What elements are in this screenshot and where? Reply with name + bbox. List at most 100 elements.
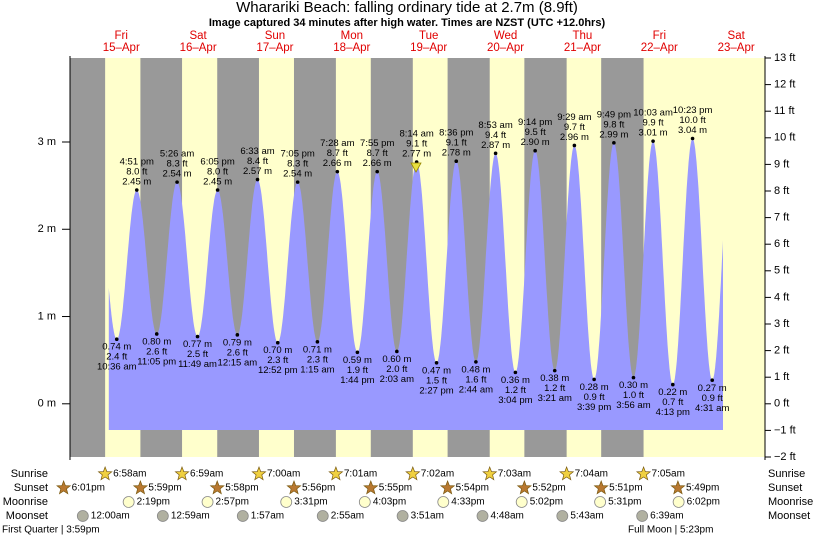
row-label: Moonrise	[3, 496, 48, 508]
almanac-time: 7:01am	[344, 469, 377, 480]
almanac-time: 7:00am	[267, 469, 300, 480]
ft-label: 1.6 ft	[465, 374, 486, 385]
moon-phase: Full Moon | 5:23pm	[628, 525, 713, 536]
value-label: 2.45 m	[203, 177, 232, 188]
value-label: 0.30 m	[619, 380, 648, 391]
row-label: Moonrise	[768, 496, 813, 508]
time-label: 12:15 am	[218, 357, 258, 368]
time-label: 3:04 pm	[498, 395, 532, 406]
tide-extreme	[275, 340, 280, 345]
almanac-time: 3:31pm	[294, 497, 327, 508]
almanac-time: 5:56pm	[302, 483, 335, 494]
time-label: 10:03 am	[633, 108, 673, 119]
moon-icon	[437, 496, 450, 508]
value-label: 0.71 m	[303, 344, 332, 355]
tide-extreme	[255, 177, 260, 182]
x-tick-label: 23–Apr	[718, 42, 755, 54]
ft-label: 9.7 ft	[564, 122, 585, 133]
value-label: 0.79 m	[223, 337, 252, 348]
time-label: 12:52 pm	[258, 365, 298, 376]
time-label: 2:27 pm	[419, 385, 453, 396]
almanac-time: 5:55pm	[379, 483, 412, 494]
tide-extreme	[454, 159, 459, 163]
value-label: 2.57 m	[243, 166, 272, 177]
almanac-time: 5:02pm	[530, 497, 563, 508]
moon-icon	[672, 496, 685, 508]
y2-tick-label: 3 ft	[774, 318, 789, 330]
tide-extreme	[154, 332, 159, 336]
ft-label: 9.8 ft	[603, 119, 624, 130]
ft-label: 8.4 ft	[247, 156, 268, 167]
y2-tick-label: −2 ft	[774, 451, 796, 463]
value-label: 0.22 m	[658, 387, 687, 398]
tide-extreme	[235, 333, 240, 337]
day-name: Tue	[419, 30, 438, 42]
sun-icon	[363, 480, 379, 495]
ft-label: 1.9 ft	[347, 365, 368, 376]
ft-label: 2.4 ft	[106, 352, 127, 363]
tide-extreme	[572, 143, 577, 148]
moon-icon	[156, 510, 169, 522]
tide-extreme	[215, 188, 220, 192]
ft-label: 8.0 ft	[207, 167, 228, 178]
value-label: 0.47 m	[422, 365, 451, 376]
time-label: 3:56 am	[616, 400, 650, 411]
almanac-time: 6:58am	[113, 469, 146, 480]
chart-subtitle: Image captured 34 minutes after high wat…	[209, 17, 606, 29]
almanac-time: 7:05am	[652, 469, 685, 480]
moon-icon	[236, 510, 249, 522]
sun-icon	[56, 480, 72, 495]
tide-extreme	[395, 349, 399, 354]
tide-extreme	[114, 337, 119, 342]
y2-tick-label: 1 ft	[774, 371, 789, 383]
time-label: 7:55 pm	[360, 138, 394, 149]
x-tick-label: 16–Apr	[180, 42, 217, 54]
tide-extreme	[690, 136, 695, 141]
tide-extreme	[134, 188, 139, 192]
value-label: 2.77 m	[402, 149, 431, 160]
time-label: 4:31 am	[695, 403, 729, 414]
tide-extreme	[434, 360, 439, 365]
ft-label: 0.9 ft	[702, 393, 723, 404]
almanac-time: 7:04am	[575, 469, 608, 480]
sun-icon	[405, 466, 421, 481]
y2-tick-label: 11 ft	[774, 105, 795, 117]
almanac-time: 2:19pm	[137, 497, 170, 508]
almanac-time: 5:49pm	[686, 483, 719, 494]
x-tick-label: 15–Apr	[103, 42, 140, 54]
moon-phase: First Quarter | 3:59pm	[2, 525, 100, 536]
time-label: 7:28 am	[320, 138, 354, 149]
ft-label: 2.3 ft	[307, 354, 328, 365]
row-label: Moonset	[768, 510, 810, 522]
value-label: 2.66 m	[363, 158, 392, 169]
y2-tick-label: 2 ft	[774, 345, 789, 357]
tide-area	[108, 138, 724, 430]
almanac-time: 7:03am	[498, 469, 531, 480]
time-label: 9:14 pm	[518, 117, 552, 128]
y2-tick-label: 8 ft	[774, 185, 789, 197]
time-label: 8:14 am	[399, 129, 433, 140]
value-label: 0.74 m	[102, 342, 131, 353]
ft-label: 9.9 ft	[643, 118, 664, 129]
moon-icon	[201, 496, 214, 508]
time-label: 3:21 am	[538, 393, 572, 404]
day-name: Sat	[189, 30, 207, 42]
ft-label: 1.2 ft	[544, 383, 565, 394]
y2-tick-label: 10 ft	[774, 132, 795, 144]
x-tick-label: 21–Apr	[564, 42, 601, 54]
sun-icon	[328, 466, 344, 481]
time-label: 9:29 am	[557, 112, 591, 123]
moon-icon	[122, 496, 135, 508]
ft-label: 8.3 ft	[287, 159, 308, 170]
value-label: 2.78 m	[442, 148, 471, 159]
now-marker	[410, 162, 422, 173]
day-name: Wed	[494, 30, 517, 42]
almanac-time: 6:39am	[650, 511, 683, 522]
value-label: 3.04 m	[678, 125, 707, 136]
time-label: 7:05 pm	[280, 149, 314, 160]
time-label: 5:26 am	[160, 149, 194, 160]
time-label: 6:05 pm	[200, 157, 234, 168]
almanac-time: 1:57am	[251, 511, 284, 522]
